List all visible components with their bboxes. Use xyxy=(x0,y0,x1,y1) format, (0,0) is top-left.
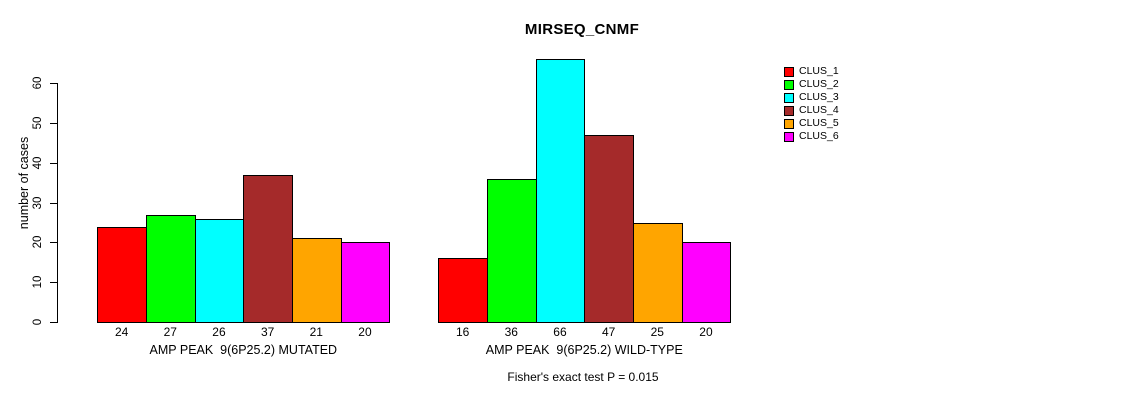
bar-value-label: 47 xyxy=(601,325,616,339)
y-axis-line xyxy=(57,83,58,323)
legend-swatch-clus_6 xyxy=(784,131,794,142)
legend-item: CLUS_2 xyxy=(784,78,839,91)
bar-value-label: 26 xyxy=(212,325,226,339)
legend-item: CLUS_3 xyxy=(784,91,839,104)
bar-value-label: 20 xyxy=(699,325,713,339)
bar-value-label: 16 xyxy=(455,325,470,339)
bar-value-label: 25 xyxy=(650,325,664,339)
y-axis-tick-label: 30 xyxy=(32,196,44,210)
legend-label: CLUS_3 xyxy=(799,91,839,103)
legend: CLUS_1 CLUS_2 CLUS_3 CLUS_4 CLUS_5 CLUS_6 xyxy=(784,65,839,143)
bar-value-label: 20 xyxy=(358,325,372,339)
bar-clus_3 xyxy=(536,59,585,323)
chart-title: MIRSEQ_CNMF xyxy=(524,21,640,38)
legend-label: CLUS_6 xyxy=(799,130,839,142)
bar-clus_2 xyxy=(146,215,196,323)
legend-swatch-clus_2 xyxy=(784,79,794,90)
y-axis-tick xyxy=(50,123,57,124)
y-axis-tick-label: 10 xyxy=(32,275,44,289)
bar-value-label: 37 xyxy=(260,325,275,339)
fisher-test-annotation: Fisher's exact test P = 0.015 xyxy=(507,370,659,384)
legend-label: CLUS_5 xyxy=(799,117,839,129)
y-axis-tick-label: 20 xyxy=(32,235,44,249)
bar-clus_5 xyxy=(633,223,683,323)
y-axis-tick xyxy=(50,83,57,84)
bar-clus_6 xyxy=(341,242,390,323)
y-axis-tick xyxy=(50,242,57,243)
legend-item: CLUS_4 xyxy=(784,104,839,117)
bar-clus_2 xyxy=(487,179,537,323)
bar-clus_6 xyxy=(682,242,731,323)
bar-clus_1 xyxy=(438,258,488,323)
y-axis-tick-label: 40 xyxy=(32,156,44,170)
bar-clus_4 xyxy=(584,135,634,323)
bar-value-label: 24 xyxy=(114,325,129,339)
legend-swatch-clus_5 xyxy=(784,118,794,129)
legend-swatch-clus_1 xyxy=(784,66,794,77)
bar-value-label: 66 xyxy=(553,325,567,339)
y-axis-tick xyxy=(50,203,57,204)
y-axis-tick xyxy=(50,282,57,283)
legend-swatch-clus_3 xyxy=(784,92,794,103)
bar-clus_4 xyxy=(243,175,293,323)
bar-value-label: 27 xyxy=(163,325,177,339)
y-axis-tick-label: 60 xyxy=(32,76,44,90)
legend-item: CLUS_5 xyxy=(784,117,839,130)
y-axis-tick-label: 0 xyxy=(32,318,44,326)
y-axis-tick-label: 50 xyxy=(32,116,44,130)
legend-label: CLUS_4 xyxy=(799,104,839,116)
y-axis-tick xyxy=(50,163,57,164)
legend-item: CLUS_6 xyxy=(784,130,839,143)
bar-clus_1 xyxy=(97,227,147,323)
group-label: AMP PEAK 9(6P25.2) MUTATED xyxy=(149,343,338,357)
y-axis-title: number of cases xyxy=(17,136,31,230)
bar-value-label: 36 xyxy=(504,325,518,339)
legend-swatch-clus_4 xyxy=(784,105,794,116)
group-label: AMP PEAK 9(6P25.2) WILD-TYPE xyxy=(485,343,683,357)
bar-value-label: 21 xyxy=(309,325,323,339)
y-axis-tick xyxy=(50,322,57,323)
bar-clus_5 xyxy=(292,238,342,323)
legend-label: CLUS_1 xyxy=(799,65,839,77)
bar-clus_3 xyxy=(195,219,244,323)
legend-item: CLUS_1 xyxy=(784,65,839,78)
legend-label: CLUS_2 xyxy=(799,78,839,90)
